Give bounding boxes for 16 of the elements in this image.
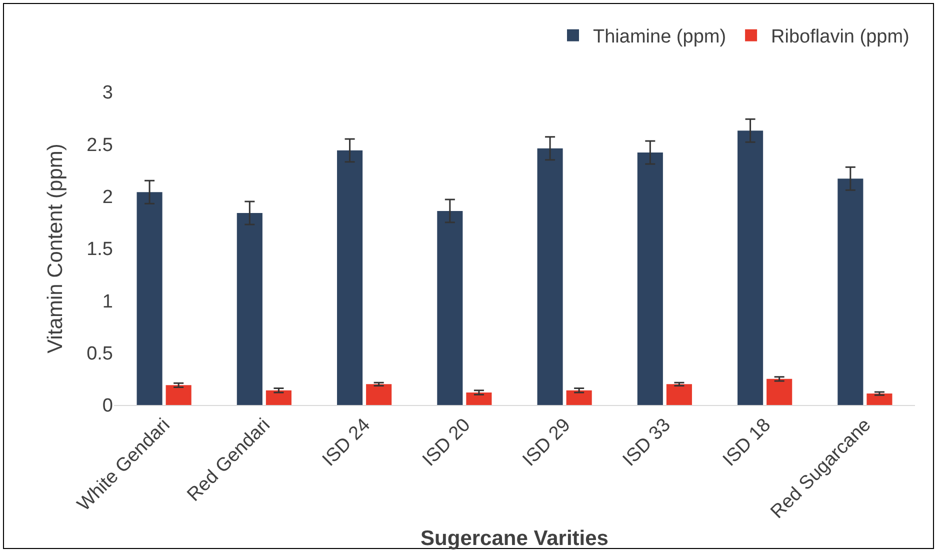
y-tick-label: 1.5: [86, 239, 113, 260]
legend-label: Thiamine (ppm): [593, 26, 726, 48]
x-axis-title: Sugercane Varities: [420, 527, 608, 550]
y-tick-label: 1: [102, 291, 113, 312]
y-axis-title: Vitamin Content (ppm): [44, 144, 67, 354]
y-tick-label: 0: [102, 396, 113, 417]
y-tick-label: 3: [102, 82, 113, 104]
x-tick-label: ISD 24: [318, 414, 375, 471]
x-tick-label: ISD 29: [518, 414, 575, 471]
y-tick-label: 2: [102, 186, 113, 208]
x-tick-label: ISD 33: [619, 414, 675, 471]
y-tick-label: 0.5: [86, 343, 113, 364]
legend-label: Riboflavin (ppm): [771, 26, 910, 48]
y-tick-label: 2.5: [86, 134, 113, 156]
x-tick-label: ISD 20: [418, 414, 475, 471]
x-tick-label: ISD 18: [719, 414, 776, 471]
